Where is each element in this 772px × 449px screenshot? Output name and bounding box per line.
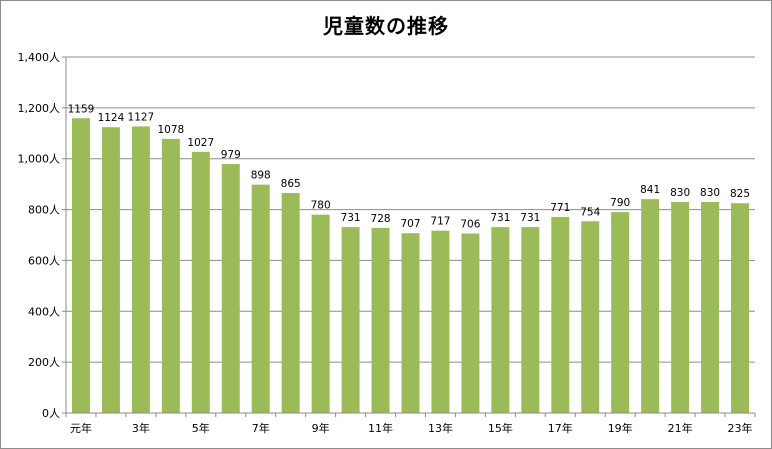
data-label: 706 <box>460 218 480 230</box>
data-label: 1159 <box>68 103 95 115</box>
data-label: 731 <box>490 212 510 224</box>
data-label: 754 <box>580 206 600 218</box>
axes <box>65 57 755 414</box>
x-tick-label: 19年 <box>608 421 633 435</box>
data-label: 865 <box>281 178 301 190</box>
x-tick-label: 21年 <box>668 421 693 435</box>
data-label: 1124 <box>98 112 125 124</box>
data-label: 1078 <box>157 124 184 136</box>
x-tick-label: 7年 <box>252 421 270 435</box>
data-label: 830 <box>670 187 690 199</box>
data-label: 1127 <box>128 111 155 123</box>
y-tick-label: 0人 <box>42 407 60 420</box>
y-axis-ticks: 0人 200人 400人 600人 800人 1,000人 1,200人 1,400人 <box>18 51 66 420</box>
data-label: 731 <box>520 212 540 224</box>
x-tick-label: 13年 <box>428 421 453 435</box>
data-label: 731 <box>341 212 361 224</box>
data-label: 841 <box>640 184 660 196</box>
bar <box>371 227 390 413</box>
y-tick-label: 400人 <box>28 305 60 318</box>
x-tick-label: 23年 <box>728 421 753 435</box>
x-tick-label: 9年 <box>312 421 330 435</box>
bar <box>221 164 240 413</box>
x-tick-label: 3年 <box>132 421 150 435</box>
data-label: 979 <box>221 149 241 161</box>
bar <box>311 214 330 413</box>
x-tick-label: 元年 <box>70 421 92 435</box>
data-label: 780 <box>311 200 331 212</box>
bar <box>71 118 90 413</box>
y-tick-label: 1,200人 <box>18 102 61 115</box>
bar <box>581 221 600 413</box>
bar <box>521 227 540 413</box>
data-label: 1027 <box>187 137 214 149</box>
bar <box>461 233 480 413</box>
data-label: 790 <box>610 197 630 209</box>
bar <box>641 199 660 413</box>
bar <box>611 212 630 413</box>
bars <box>71 118 750 414</box>
y-tick-label: 200人 <box>28 356 60 369</box>
bar <box>491 227 510 413</box>
bar <box>341 227 360 413</box>
bar <box>101 127 120 413</box>
x-tick-label: 17年 <box>548 421 573 435</box>
bar <box>161 138 180 413</box>
data-label: 771 <box>550 202 570 214</box>
bar <box>281 193 300 413</box>
x-axis-ticks: 元年 3年 5年 7年 9年 11年 13年 15年 17年 19年 21年 23年 <box>65 413 756 435</box>
bar <box>671 201 690 413</box>
bar <box>731 203 750 413</box>
bar <box>431 230 450 413</box>
x-tick-label: 5年 <box>192 421 210 435</box>
bar <box>131 126 150 414</box>
y-tick-label: 600人 <box>28 254 60 267</box>
y-tick-label: 800人 <box>28 204 60 217</box>
bar <box>251 184 270 413</box>
data-label: 898 <box>251 170 271 182</box>
bar <box>191 151 210 413</box>
bar <box>401 233 420 413</box>
data-label: 825 <box>730 188 750 200</box>
data-label: 707 <box>400 218 420 230</box>
chart-title: 児童数の推移 <box>323 14 449 38</box>
x-tick-label: 15年 <box>488 421 513 435</box>
y-tick-label: 1,000人 <box>18 153 61 166</box>
bar <box>551 216 570 413</box>
x-tick-label: 11年 <box>368 421 393 435</box>
data-label: 717 <box>430 216 450 228</box>
bar <box>701 201 720 413</box>
data-label: 728 <box>371 213 391 225</box>
y-tick-label: 1,400人 <box>18 51 61 64</box>
data-label: 830 <box>700 187 720 199</box>
